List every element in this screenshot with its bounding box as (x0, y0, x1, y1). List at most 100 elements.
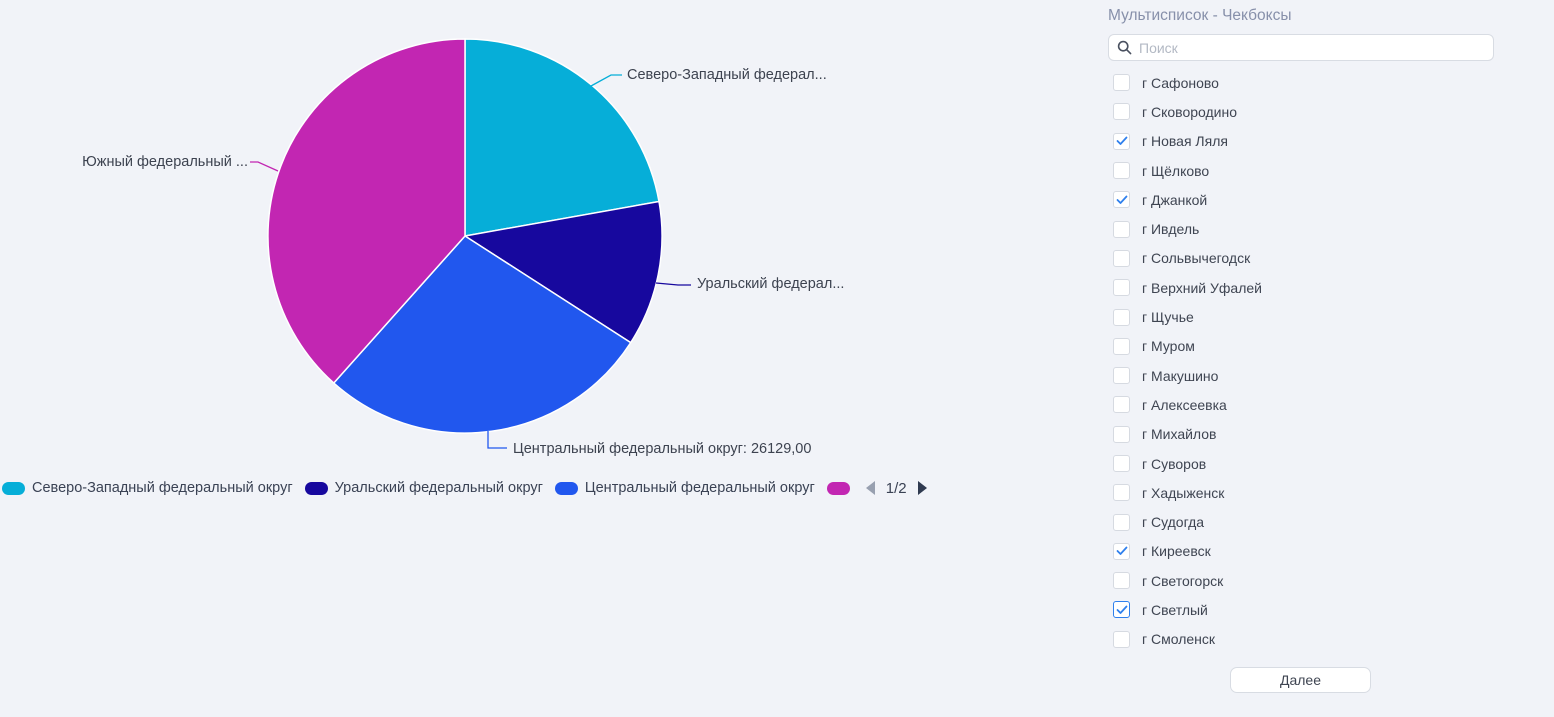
list-item-3[interactable]: г Щёлково (1105, 156, 1496, 185)
legend-item-2[interactable]: Центральный федеральный округ (554, 480, 815, 496)
checkbox-unchecked[interactable] (1113, 572, 1130, 590)
checkbox-label: г Хадыженск (1142, 484, 1225, 501)
pie-callout-label-yuzhny: Южный федеральный ... (82, 154, 248, 170)
list-item-15[interactable]: г Судогда (1105, 507, 1496, 536)
check-icon (1116, 605, 1127, 614)
legend-item-0[interactable]: Северо-Западный федеральный округ (2, 480, 293, 496)
legend-swatch (2, 481, 25, 495)
checkbox-label: г Судогда (1142, 514, 1205, 531)
multiselect-panel: Мультисписок - Чекбоксы г Сафоново г Сков… (1105, 0, 1496, 693)
checkbox-label: г Верхний Уфалей (1142, 279, 1262, 296)
pie-callout-label-uralsky: Уральский федерал... (697, 276, 845, 292)
checkbox-checked[interactable] (1113, 542, 1130, 560)
list-item-17[interactable]: г Светогорск (1105, 566, 1496, 595)
checkbox-label: г Сковородино (1142, 103, 1238, 120)
checkbox-label: г Киреевск (1142, 543, 1211, 560)
list-item-10[interactable]: г Макушино (1105, 361, 1496, 390)
checkbox-label: г Муром (1142, 338, 1195, 355)
checkbox-unchecked[interactable] (1113, 630, 1130, 648)
checkbox-checked[interactable] (1113, 132, 1130, 150)
list-item-5[interactable]: г Ивдель (1105, 214, 1496, 243)
legend-item-3[interactable] (826, 481, 850, 495)
checkbox-unchecked[interactable] (1113, 367, 1130, 385)
checkbox-label: г Алексеевка (1142, 396, 1227, 413)
legend-prev-page-icon[interactable] (864, 480, 877, 496)
check-icon (1116, 136, 1127, 146)
checkbox-label: г Ивдель (1142, 221, 1200, 238)
list-item-19[interactable]: г Смоленск (1105, 625, 1496, 654)
search-input[interactable] (1139, 39, 1485, 56)
pie-chart-svg (250, 38, 691, 449)
list-item-6[interactable]: г Сольвычегодск (1105, 244, 1496, 273)
checkbox-checked[interactable] (1113, 191, 1130, 209)
checkbox-label: г Сафоново (1142, 74, 1219, 91)
checkbox-unchecked[interactable] (1113, 162, 1130, 180)
pie-callout-line-1 (655, 282, 691, 286)
check-icon (1116, 546, 1127, 556)
pie-callout-label-centralny: Центральный федеральный округ: 26129,00 (513, 441, 812, 457)
checkbox-unchecked[interactable] (1113, 455, 1130, 472)
list-item-13[interactable]: г Суворов (1105, 449, 1496, 478)
list-item-11[interactable]: г Алексеевка (1105, 390, 1496, 419)
checkbox-unchecked[interactable] (1113, 425, 1130, 443)
legend-item-1[interactable]: Уральский федеральный округ (304, 480, 543, 496)
legend-swatch (554, 481, 578, 495)
list-item-9[interactable]: г Муром (1105, 332, 1496, 361)
checkbox-label: г Светлый (1142, 601, 1208, 618)
list-item-18[interactable]: г Светлый (1105, 595, 1496, 624)
list-item-8[interactable]: г Щучье (1105, 302, 1496, 331)
pie-slice-2[interactable] (332, 235, 632, 434)
list-item-4[interactable]: г Джанкой (1105, 185, 1496, 214)
checkbox-label: г Макушино (1142, 367, 1219, 384)
checkbox-label: г Светогорск (1142, 572, 1224, 589)
chart-legend: Северо-Западный федеральный округ Уральск… (2, 478, 929, 498)
checkbox-list: г Сафоново г Сковородино г Новая Ляля г Щёл… (1105, 68, 1496, 654)
legend-label: Уральский федеральный округ (334, 480, 543, 496)
checkbox-label: г Сольвычегодск (1142, 250, 1251, 267)
legend-items: Северо-Западный федеральный округ Уральск… (2, 480, 850, 496)
legend-swatch (826, 481, 850, 495)
checkbox-unchecked[interactable] (1113, 337, 1130, 355)
checkbox-unchecked[interactable] (1113, 74, 1130, 92)
search-icon (1117, 40, 1132, 55)
legend-page-indicator: 1/2 (885, 479, 907, 497)
legend-next-page-icon[interactable] (916, 480, 929, 496)
checkbox-label: г Суворов (1142, 455, 1207, 472)
checkbox-unchecked[interactable] (1113, 279, 1130, 297)
list-item-2[interactable]: г Новая Ляля (1105, 127, 1496, 156)
checkbox-label: г Щёлково (1142, 162, 1210, 179)
pie-slice-1[interactable] (462, 200, 663, 344)
list-item-7[interactable]: г Верхний Уфалей (1105, 273, 1496, 302)
pie-callout-label-severo-zapadny: Северо-Западный федерал... (627, 67, 827, 83)
list-item-12[interactable]: г Михайлов (1105, 420, 1496, 449)
pie-chart: Северо-Западный федерал... Уральский фед… (0, 0, 1000, 520)
next-button[interactable]: Далее (1230, 666, 1371, 693)
legend-label: Северо-Западный федеральный округ (32, 480, 293, 496)
list-item-14[interactable]: г Хадыженск (1105, 478, 1496, 507)
pie-slice-3[interactable] (267, 38, 466, 385)
legend-pager: 1/2 (864, 480, 929, 497)
search-box[interactable] (1108, 34, 1494, 61)
pie-callout-line-2 (487, 431, 507, 449)
check-icon (1116, 195, 1127, 204)
legend-swatch (304, 481, 328, 495)
list-item-0[interactable]: г Сафоново (1105, 68, 1496, 97)
legend-label: Центральный федеральный округ (584, 480, 815, 496)
checkbox-label: г Новая Ляля (1142, 133, 1228, 150)
pie-callout-line-0 (590, 74, 622, 87)
list-item-16[interactable]: г Киреевск (1105, 537, 1496, 566)
checkbox-label: г Щучье (1142, 309, 1194, 326)
checkbox-unchecked[interactable] (1113, 220, 1130, 238)
panel-title: Мультисписок - Чекбоксы (1108, 7, 1292, 24)
checkbox-unchecked[interactable] (1113, 249, 1130, 267)
checkbox-unchecked[interactable] (1113, 103, 1130, 121)
checkbox-unchecked[interactable] (1113, 308, 1130, 326)
checkbox-label: г Михайлов (1142, 426, 1217, 443)
checkbox-unchecked[interactable] (1113, 484, 1130, 502)
pie-callout-line-3 (250, 161, 279, 172)
checkbox-unchecked[interactable] (1113, 396, 1130, 414)
list-item-1[interactable]: г Сковородино (1105, 97, 1496, 126)
checkbox-label: г Смоленск (1142, 631, 1216, 648)
checkbox-checked[interactable] (1113, 601, 1130, 619)
checkbox-unchecked[interactable] (1113, 513, 1130, 531)
